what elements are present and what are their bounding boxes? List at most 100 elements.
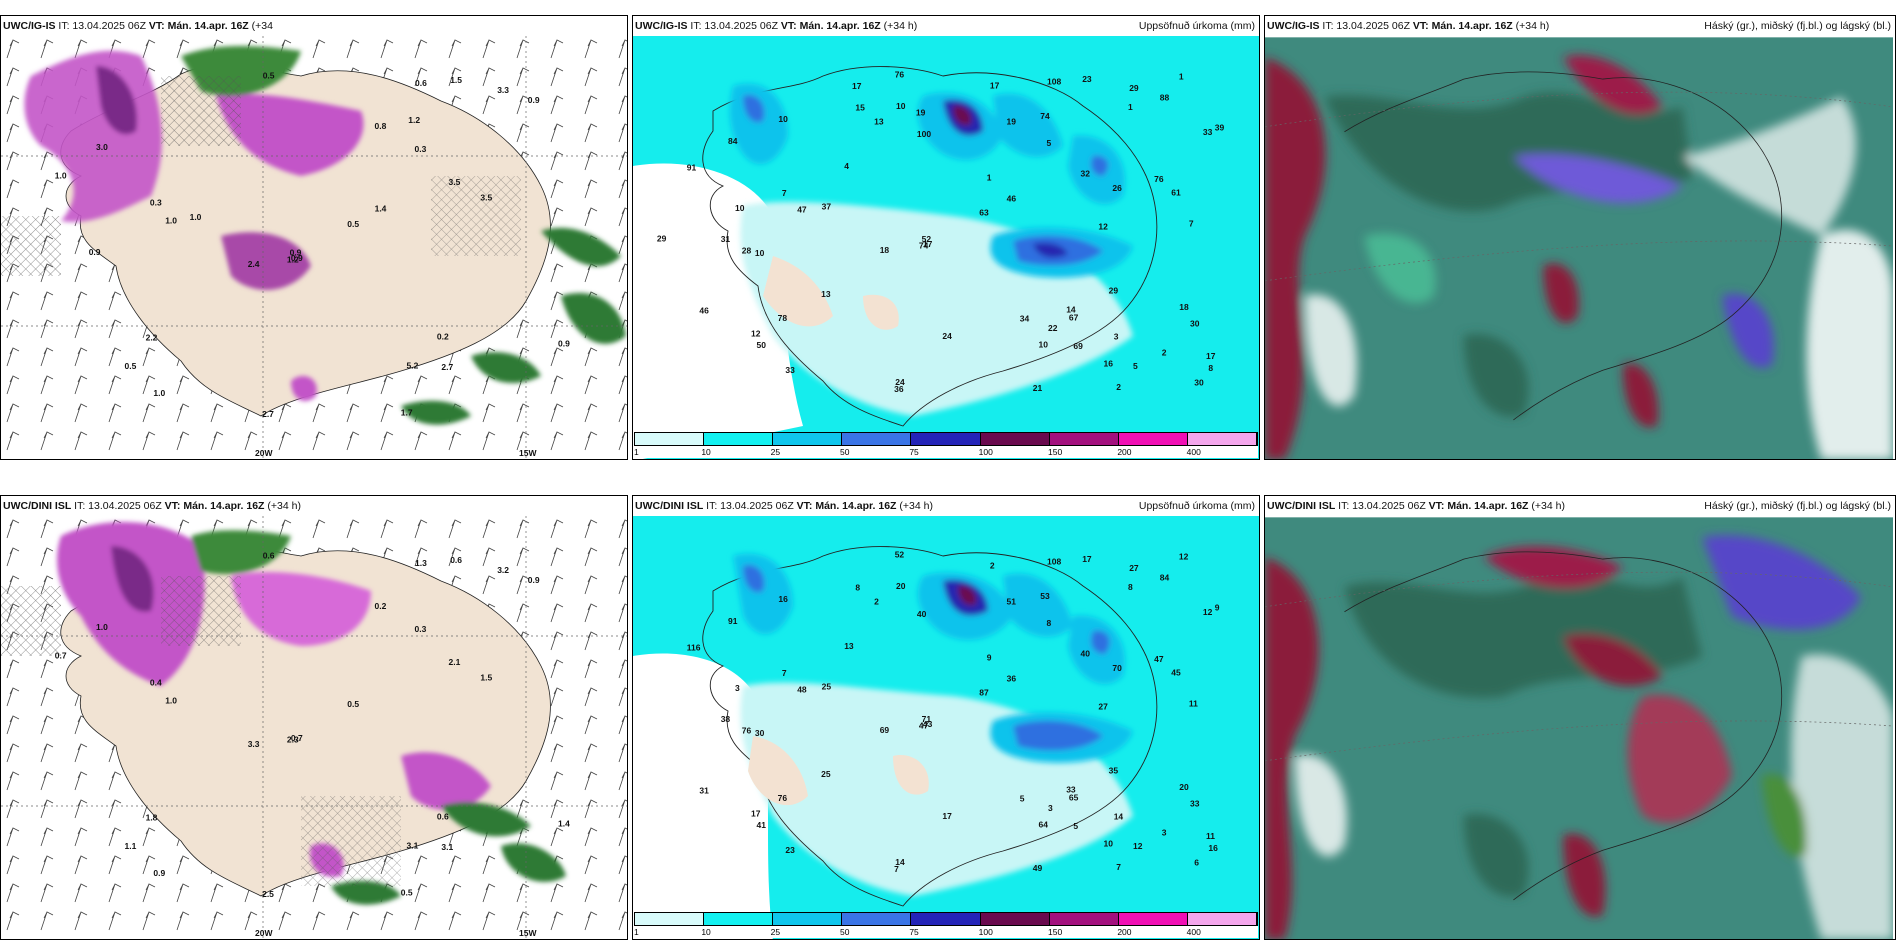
precip-labels: 0.3 0.4 2.5 3.2 2.1 3.1 3.3 1.5 0.9 0.6 3.1 2.3 1.1 0… [55, 551, 570, 899]
value-label: 1.1 [125, 841, 137, 851]
value-label: 3.3 [248, 739, 260, 749]
value-label: 91 [687, 163, 697, 173]
colorbar-tick-label: 200 [1117, 927, 1132, 937]
value-label: 50 [757, 340, 767, 350]
value-label: 5 [1020, 793, 1025, 803]
value-label: 48 [797, 685, 807, 695]
colorbar-tick-label: 150 [1048, 927, 1063, 937]
value-label: 74 [919, 241, 929, 251]
lead-time: (+34 h) [267, 500, 301, 512]
value-label: 24 [895, 377, 905, 387]
colorbar-cell [704, 433, 774, 445]
value-label: 2.2 [146, 332, 158, 342]
value-label: 0.9 [291, 253, 303, 263]
value-label: 28 [742, 246, 752, 256]
value-label: 67 [1069, 312, 1079, 322]
value-label: 0.6 [263, 551, 275, 561]
value-label: 108 [1047, 557, 1061, 567]
colorbar-tick-label: 25 [770, 447, 781, 457]
precip-colorbar: 1 10 25 50 75 100 150 200 400 [634, 432, 1258, 458]
value-label: 1.2 [287, 255, 299, 265]
value-label: 3 [1114, 332, 1119, 342]
issue-time: IT: 13.04.2025 06Z [74, 500, 162, 512]
value-label: 3 [735, 683, 740, 693]
value-label: 2.7 [262, 409, 274, 419]
value-label: 12 [1179, 551, 1189, 561]
lon-label-20w: 20W [255, 928, 273, 938]
value-label: 1.0 [55, 171, 67, 181]
value-label: 17 [942, 811, 952, 821]
panel-header: UWC/DINI ISL IT: 13.04.2025 06Z VT: Mán.… [1, 496, 627, 516]
colorbar-tick-label: 50 [840, 927, 850, 937]
colorbar-tick-label: 150 [1048, 447, 1063, 457]
iceland-land [60, 64, 551, 417]
value-label: 3.5 [480, 192, 492, 202]
value-label: 2 [1116, 382, 1121, 392]
panel-dini-weather: UWC/DINI ISL IT: 13.04.2025 06Z VT: Mán.… [0, 495, 628, 940]
value-label: 1.0 [153, 388, 165, 398]
valid-time: VT: Mán. 14.apr. 16Z [796, 500, 897, 512]
value-label: 18 [880, 245, 890, 255]
value-label: 5 [1047, 138, 1052, 148]
value-label: 71 [922, 714, 932, 724]
colorbar-cell [911, 433, 981, 445]
value-label: 5 [1073, 821, 1078, 831]
value-label: 0.5 [263, 71, 275, 81]
colorbar-tick-label: 1 [634, 447, 639, 457]
value-label: 10 [896, 101, 906, 111]
colorbar-cell [1049, 433, 1119, 445]
value-label: 2.7 [441, 362, 453, 372]
value-label: 10 [1104, 839, 1114, 849]
field-title: Háský (gr.), miðský (fj.bl.) og lágský (… [1704, 20, 1891, 32]
value-label: 70 [1112, 663, 1122, 673]
value-label: 53 [1040, 591, 1050, 601]
value-label: 19 [1007, 117, 1017, 127]
value-label: 7 [782, 668, 787, 678]
value-label: 20 [896, 581, 906, 591]
value-label: 69 [880, 725, 890, 735]
value-label: 10 [755, 248, 765, 258]
value-label: 5 [1133, 361, 1138, 371]
value-label: 51 [1007, 597, 1017, 607]
value-label: 4 [844, 161, 849, 171]
value-label: 1.5 [480, 672, 492, 682]
value-label: 1.2 [408, 115, 420, 125]
value-label: 6 [1194, 858, 1199, 868]
panel-header: UWC/IG-IS IT: 13.04.2025 06Z VT: Mán. 14… [1, 16, 627, 36]
panel-header: UWC/IG-IS IT: 13.04.2025 06Z VT: Mán. 14… [633, 16, 1259, 36]
value-label: 64 [1039, 819, 1049, 829]
value-label: 0.5 [125, 361, 137, 371]
value-label: 14 [895, 857, 905, 867]
value-label: 52 [922, 234, 932, 244]
colorbar-tick-label: 75 [909, 447, 919, 457]
value-label: 24 [942, 331, 952, 341]
model-name: UWC/DINI ISL [3, 500, 72, 512]
model-name: UWC/IG-IS [635, 20, 688, 32]
value-label: 10 [778, 114, 788, 124]
value-label: 9 [1215, 603, 1220, 613]
panel-ig-weather: UWC/IG-IS IT: 13.04.2025 06Z VT: Mán. 14… [0, 15, 628, 460]
value-label: 76 [895, 70, 905, 80]
value-label: 88 [1160, 92, 1170, 102]
value-label: 47 [919, 721, 929, 731]
value-label: 3.1 [441, 842, 453, 852]
value-label: 11 [1189, 698, 1198, 708]
precip-labels: 0.3 0.3 2.7 3.3 3.5 5.2 2.4 3.5 1.0 1.5 2.7 1.2 0.5 0… [55, 71, 570, 419]
colorbar-tick-label: 1 [634, 927, 639, 937]
value-label: 2 [874, 596, 879, 606]
value-label: 76 [742, 726, 752, 736]
value-label: 100 [917, 129, 931, 139]
lead-time: (+34 h) [1531, 500, 1565, 512]
value-label: 1 [1128, 102, 1133, 112]
lead-time: (+34 [251, 20, 273, 32]
value-label: 0.7 [291, 733, 303, 743]
valid-time: VT: Mán. 14.apr. 16Z [1412, 20, 1513, 32]
value-label: 0.5 [347, 219, 359, 229]
value-label: 0.5 [401, 887, 413, 897]
valid-time: VT: Mán. 14.apr. 16Z [164, 500, 265, 512]
value-label: 12 [751, 329, 761, 339]
value-label: 1.8 [146, 812, 158, 822]
colorbar-cell [842, 433, 912, 445]
value-label: 13 [821, 289, 831, 299]
